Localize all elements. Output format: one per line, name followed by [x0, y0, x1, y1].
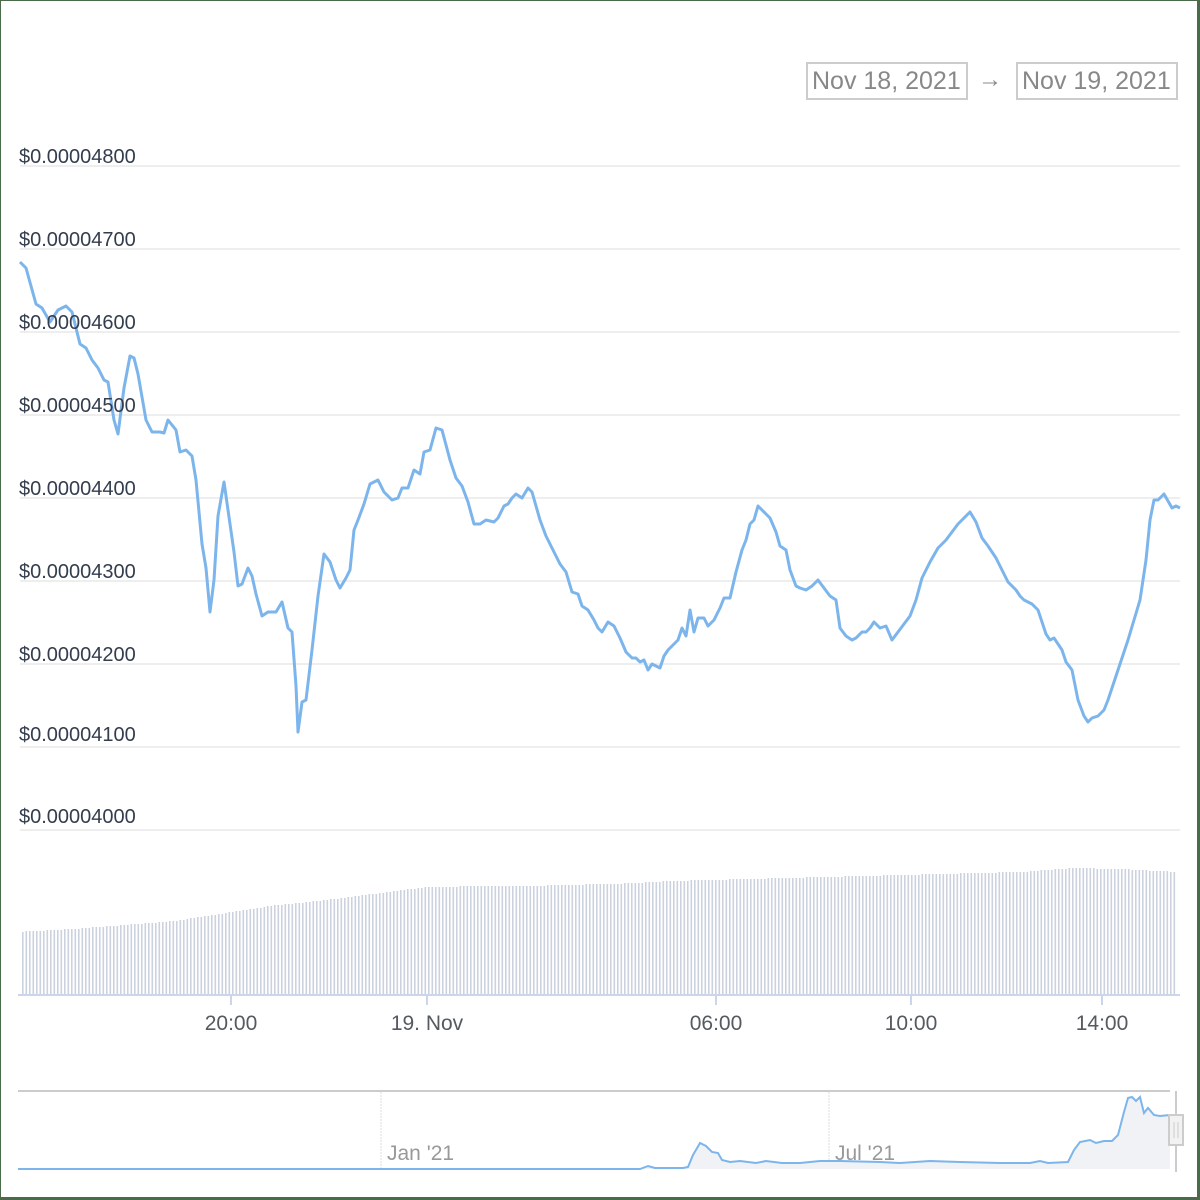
x-axis-label: 10:00	[884, 1012, 938, 1035]
date-range-to-input[interactable]: Nov 19, 2021	[1016, 62, 1178, 100]
navigator-label: Jul '21	[835, 1142, 896, 1165]
grid-lines	[20, 165, 1180, 831]
x-axis-label: 06:00	[689, 1012, 743, 1035]
y-axis-label: $0.00004200	[19, 644, 136, 666]
x-axis-label: 14:00	[1075, 1012, 1129, 1035]
x-axis-ticks	[230, 995, 1103, 1005]
y-axis-label: $0.00004000	[19, 806, 136, 828]
navigator-area	[18, 1097, 1170, 1169]
x-axis-label: 19. Nov	[390, 1012, 464, 1035]
navigator-line	[18, 1095, 1171, 1170]
navigator-label: Jan '21	[387, 1142, 455, 1165]
x-axis-label: 20:00	[204, 1012, 258, 1035]
date-range-from-input[interactable]: Nov 18, 2021	[806, 62, 968, 100]
y-axis-label: $0.00004100	[19, 724, 136, 746]
y-axis-label: $0.00004300	[19, 561, 136, 583]
y-axis-label: $0.00004400	[19, 478, 136, 500]
price-line	[18, 260, 1181, 734]
volume-bars	[22, 868, 1176, 994]
navigator-handle[interactable]	[1168, 1114, 1184, 1146]
y-axis-label: $0.00004700	[19, 229, 136, 251]
range-arrow-icon: →	[978, 66, 1002, 93]
y-axis-label: $0.00004800	[19, 146, 136, 168]
y-axis-label: $0.00004600	[19, 312, 136, 334]
y-axis-label: $0.00004500	[19, 395, 136, 417]
